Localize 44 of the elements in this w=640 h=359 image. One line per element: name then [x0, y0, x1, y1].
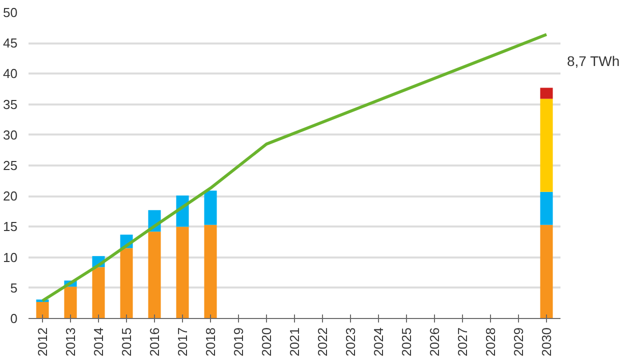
x-tick-label: 2016 — [147, 328, 162, 356]
bar — [64, 286, 77, 318]
bar — [148, 232, 161, 318]
bar — [540, 88, 553, 99]
x-tick-label: 2026 — [427, 328, 442, 356]
x-tick-label: 2029 — [511, 328, 526, 356]
y-tick-label: 5 — [10, 280, 18, 296]
x-tick-label: 2028 — [483, 328, 498, 356]
x-tick-label: 2019 — [231, 328, 246, 356]
y-tick-label: 30 — [3, 127, 18, 142]
x-tick-label: 2021 — [287, 328, 302, 356]
bar — [204, 190, 217, 225]
bar — [36, 302, 49, 318]
x-tick-label: 2018 — [203, 328, 218, 356]
x-tick-label: 2020 — [259, 328, 274, 356]
bar — [540, 224, 553, 318]
x-tick-label: 2025 — [399, 328, 414, 356]
x-tick-label: 2022 — [315, 328, 330, 356]
x-tick-label: 2030 — [539, 328, 554, 356]
x-tick-label: 2014 — [91, 328, 106, 356]
text: 8,7 TWh — [567, 53, 620, 70]
x-tick-label: 2027 — [455, 328, 470, 356]
y-tick-label: 50 — [3, 5, 18, 20]
line-series — [41, 33, 548, 302]
bar — [204, 224, 217, 318]
x-tick-label: 2015 — [119, 328, 134, 356]
y-tick-label: 15 — [3, 219, 18, 234]
x-tick-label: 2023 — [343, 328, 358, 356]
y-tick-label: 40 — [3, 66, 18, 82]
bar — [92, 267, 105, 318]
y-tick-label: 45 — [3, 36, 18, 51]
y-tick-label: 10 — [3, 250, 18, 265]
bar — [540, 98, 553, 192]
x-tick-label: 2017 — [175, 328, 190, 356]
x-tick-label: 2013 — [63, 328, 78, 356]
bar — [540, 192, 553, 225]
y-tick-label: 20 — [3, 188, 18, 204]
y-tick-label: 25 — [3, 158, 18, 173]
x-tick-label: 2024 — [371, 328, 386, 356]
bar — [120, 248, 133, 318]
y-tick-label: 35 — [3, 96, 18, 112]
x-tick-label: 2012 — [35, 328, 50, 356]
bar — [176, 226, 189, 318]
y-tick-label: 0 — [10, 311, 18, 326]
